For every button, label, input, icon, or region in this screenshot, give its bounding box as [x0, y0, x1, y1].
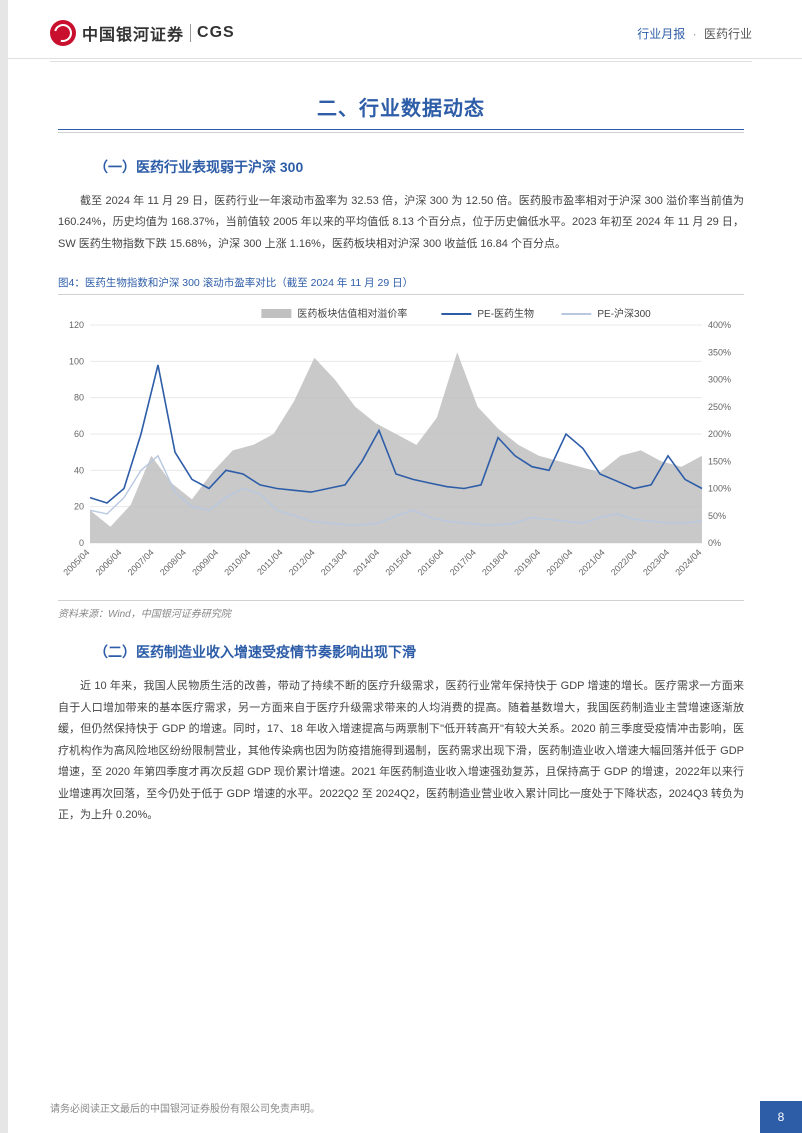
dot-separator: ·: [693, 27, 697, 41]
content-area: 二、行业数据动态 （一）医药行业表现弱于沪深 300 截至 2024 年 11 …: [0, 92, 802, 950]
subsection-1-title: （一）医药行业表现弱于沪深 300: [94, 157, 744, 177]
page-number: 8: [760, 1101, 802, 1133]
svg-text:40: 40: [74, 466, 84, 476]
svg-text:PE-沪深300: PE-沪深300: [597, 307, 651, 320]
subsection-2-body: 近 10 年来，我国人民物质生活的改善，带动了持续不断的医疗升级需求，医药行业常…: [58, 676, 744, 826]
page-footer: 请务必阅读正文最后的中国银河证券股份有限公司免责声明。 8: [0, 1100, 802, 1133]
svg-text:200%: 200%: [708, 429, 731, 439]
logo-text-en: CGS: [197, 24, 235, 42]
svg-text:80: 80: [74, 393, 84, 403]
logo-divider: [190, 24, 191, 42]
svg-text:100: 100: [69, 357, 84, 367]
page-header: 中国银河证券 CGS 行业月报 · 医药行业: [0, 0, 802, 59]
disclaimer-text: 请务必阅读正文最后的中国银河证券股份有限公司免责声明。: [0, 1100, 320, 1133]
subsection-2-title: （二）医药制造业收入增速受疫情节奏影响出现下滑: [94, 642, 744, 662]
svg-text:0%: 0%: [708, 538, 721, 548]
section-title: 二、行业数据动态: [58, 92, 744, 121]
subsection-1-body: 截至 2024 年 11 月 29 日，医药行业一年滚动市盈率为 32.53 倍…: [58, 191, 744, 255]
chart-source: 资料来源：Wind，中国银河证券研究院: [58, 600, 744, 620]
chart-title: 图4：医药生物指数和沪深 300 滚动市盈率对比（截至 2024 年 11 月 …: [58, 275, 744, 295]
industry-name: 医药行业: [704, 27, 752, 41]
logo-area: 中国银河证券 CGS: [50, 20, 235, 46]
svg-text:20: 20: [74, 502, 84, 512]
svg-text:PE-医药生物: PE-医药生物: [477, 307, 534, 320]
pe-comparison-chart: 0 20 40 60 80 100 120 0% 50% 100% 150% 200% 250% 300%…: [58, 301, 744, 591]
logo-text-cn: 中国银河证券: [82, 21, 184, 45]
svg-text:120: 120: [69, 320, 84, 330]
cgs-logo-icon: [50, 20, 76, 46]
svg-text:50%: 50%: [708, 511, 726, 521]
svg-text:医药板块估值相对溢价率: 医药板块估值相对溢价率: [297, 307, 407, 320]
svg-text:400%: 400%: [708, 320, 731, 330]
svg-text:300%: 300%: [708, 375, 731, 385]
report-type: 行业月报: [637, 27, 685, 41]
svg-text:100%: 100%: [708, 484, 731, 494]
svg-text:60: 60: [74, 429, 84, 439]
svg-text:150%: 150%: [708, 457, 731, 467]
svg-text:250%: 250%: [708, 402, 731, 412]
chart-container: 0 20 40 60 80 100 120 0% 50% 100% 150% 200% 250% 300%…: [58, 301, 744, 596]
side-accent-bar: [0, 0, 8, 1133]
svg-text:350%: 350%: [708, 348, 731, 358]
svg-text:0: 0: [79, 538, 84, 548]
header-category: 行业月报 · 医药行业: [637, 25, 752, 42]
